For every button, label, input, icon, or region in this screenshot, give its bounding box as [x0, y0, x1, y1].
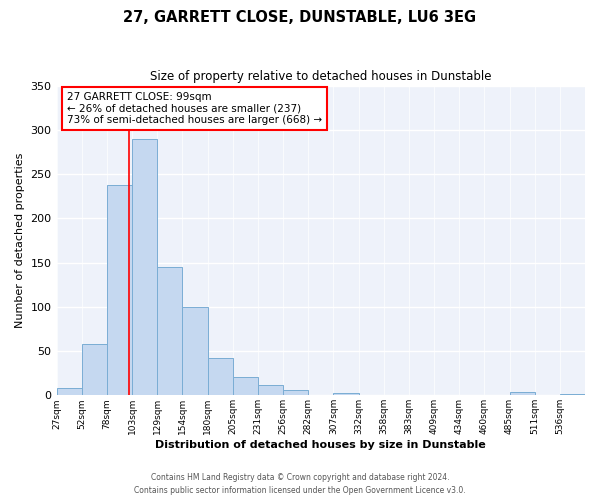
Y-axis label: Number of detached properties: Number of detached properties: [15, 152, 25, 328]
Bar: [283, 390, 308, 396]
Bar: [107, 184, 132, 396]
Text: 27, GARRETT CLOSE, DUNSTABLE, LU6 3EG: 27, GARRETT CLOSE, DUNSTABLE, LU6 3EG: [124, 10, 476, 25]
Bar: [258, 384, 283, 396]
Text: 27 GARRETT CLOSE: 99sqm
← 26% of detached houses are smaller (237)
73% of semi-d: 27 GARRETT CLOSE: 99sqm ← 26% of detache…: [67, 92, 322, 125]
X-axis label: Distribution of detached houses by size in Dunstable: Distribution of detached houses by size …: [155, 440, 486, 450]
Bar: [132, 138, 157, 396]
Bar: [82, 344, 107, 396]
Bar: [334, 392, 359, 396]
Title: Size of property relative to detached houses in Dunstable: Size of property relative to detached ho…: [150, 70, 491, 83]
Bar: [56, 388, 82, 396]
Bar: [560, 394, 585, 396]
Text: Contains HM Land Registry data © Crown copyright and database right 2024.
Contai: Contains HM Land Registry data © Crown c…: [134, 474, 466, 495]
Bar: [157, 267, 182, 396]
Bar: [509, 392, 535, 396]
Bar: [233, 376, 258, 396]
Bar: [182, 307, 208, 396]
Bar: [208, 358, 233, 396]
